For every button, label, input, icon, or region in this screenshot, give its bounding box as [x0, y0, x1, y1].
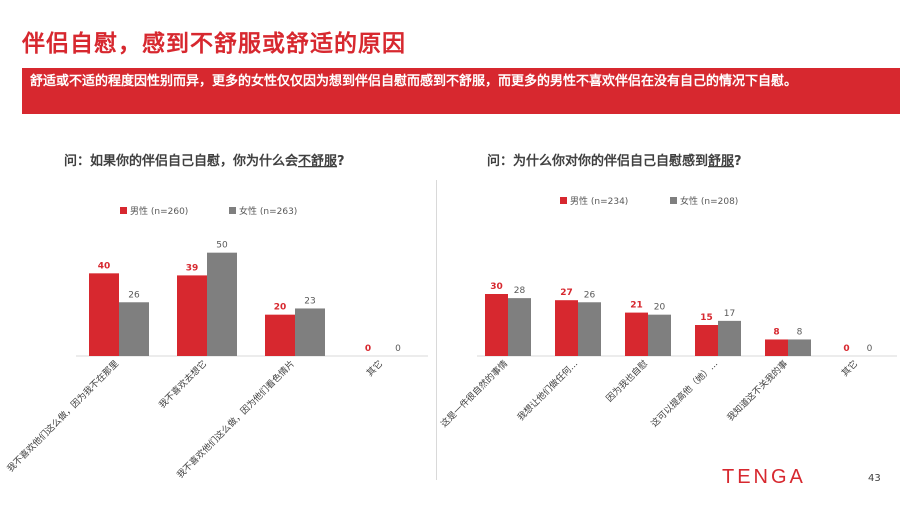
category-label: 这可以提高他（她）...: [648, 358, 720, 430]
data-label-male: 20: [274, 303, 287, 313]
chart-question-prefix: 问：如果你的伴侣自己自慰，你为什么会: [64, 153, 299, 169]
chart-comfortable-reasons: 问：为什么你对你的伴侣自己自慰感到舒服? 男性 (n=234) 女性 (n=208)…: [438, 153, 897, 430]
chart-uncomfortable-reasons: 问：如果你的伴侣自己自慰，你为什么会不舒服? 男性 (n=260) 女性 (n=26…: [4, 153, 428, 481]
data-label-female: 26: [128, 290, 140, 300]
bar-female: [119, 302, 149, 356]
data-label-male: 40: [98, 261, 111, 271]
bar-female: [295, 308, 325, 356]
bar-male: [555, 300, 578, 356]
category-label: 这是一件很自然的事情: [438, 358, 510, 430]
category-label: 其它: [364, 358, 385, 379]
chart-question-suffix: ?: [337, 154, 345, 169]
chart-question-keyword: 舒服: [708, 153, 735, 169]
bar-male: [265, 314, 295, 356]
data-label-male: 0: [843, 344, 849, 354]
legend-label-female: 女性 (n=208): [680, 195, 738, 207]
bar-female: [578, 302, 601, 356]
chart-question-keyword: 不舒服: [298, 153, 338, 169]
category-label: 我不喜欢他们这么做，因为我不在那里: [4, 358, 121, 475]
tenga-logo: TENGA: [722, 466, 806, 488]
bar-male: [695, 325, 718, 356]
category-label: 我知道这不关我的事: [724, 358, 790, 424]
bar-male: [485, 294, 508, 356]
legend-label-male: 男性 (n=260): [130, 205, 188, 217]
bar-female: [718, 320, 741, 356]
legend-swatch-male: [560, 197, 567, 204]
summary-text: 舒适或不适的程度因性别而异，更多的女性仅仅因为想到伴侣自慰而感到不舒服，而更多的…: [30, 74, 798, 89]
legend-label-male: 男性 (n=234): [570, 195, 628, 207]
legend-swatch-female: [670, 197, 677, 204]
legend-swatch-male: [120, 207, 127, 214]
data-label-male: 39: [186, 263, 199, 273]
category-label: 因为我也自慰: [603, 358, 650, 405]
data-label-female: 28: [514, 286, 526, 296]
data-label-male: 0: [365, 344, 371, 354]
page-number: 43: [868, 473, 881, 484]
category-label: 我不喜欢去想它: [156, 358, 209, 411]
legend-swatch-female: [229, 207, 236, 214]
data-label-male: 8: [773, 327, 779, 337]
chart-question-suffix: ?: [734, 154, 742, 169]
data-label-female: 17: [724, 309, 735, 319]
bar-female: [788, 339, 811, 356]
data-label-male: 30: [490, 282, 503, 292]
chart-question-prefix: 问：为什么你对你的伴侣自己自慰感到: [487, 153, 708, 169]
chart-question: 问：为什么你对你的伴侣自己自慰感到舒服?: [487, 153, 742, 169]
data-label-female: 0: [867, 344, 873, 354]
page-title: 伴侣自慰，感到不舒服或舒适的原因: [22, 31, 406, 57]
data-label-male: 15: [700, 313, 713, 323]
summary-banner: 舒适或不适的程度因性别而异，更多的女性仅仅因为想到伴侣自慰而感到不舒服，而更多的…: [22, 68, 900, 114]
data-label-female: 20: [654, 303, 666, 313]
data-label-female: 26: [584, 290, 596, 300]
data-label-female: 50: [216, 241, 228, 251]
data-label-male: 27: [560, 288, 573, 298]
bar-female: [207, 252, 237, 356]
data-label-female: 23: [304, 296, 315, 306]
bar-male: [765, 339, 788, 356]
bar-male: [89, 273, 119, 356]
chart-divider: [436, 180, 437, 480]
chart-question: 问：如果你的伴侣自己自慰，你为什么会不舒服?: [64, 153, 345, 169]
category-label: 我想让他们做任何...: [515, 358, 580, 423]
data-label-female: 8: [797, 327, 803, 337]
bar-male: [625, 312, 648, 356]
data-label-female: 0: [395, 344, 401, 354]
category-label: 其它: [839, 358, 860, 379]
bar-female: [508, 298, 531, 356]
data-label-male: 21: [630, 301, 643, 311]
bar-female: [648, 314, 671, 356]
bar-male: [177, 275, 207, 356]
legend-label-female: 女性 (n=263): [239, 205, 297, 217]
